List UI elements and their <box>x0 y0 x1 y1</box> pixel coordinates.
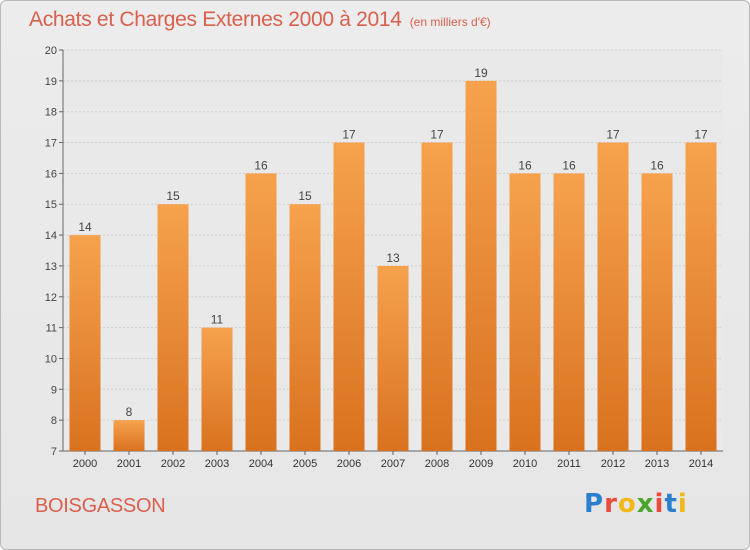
logo-letter: t <box>664 489 678 519</box>
x-tick-label-2005: 2005 <box>293 458 317 470</box>
proxiti-logo[interactable]: Proxiti <box>584 489 688 519</box>
x-tick-label-2002: 2002 <box>161 458 185 470</box>
x-tick-label-2006: 2006 <box>337 458 361 470</box>
logo-letter: o <box>617 489 637 519</box>
value-label-2000: 14 <box>78 220 92 234</box>
y-tick-label: 18 <box>45 107 57 119</box>
value-label-2006: 17 <box>342 128 356 142</box>
value-label-2014: 17 <box>694 128 708 142</box>
x-tick-label-2010: 2010 <box>513 458 537 470</box>
value-label-2009: 19 <box>474 66 488 80</box>
y-tick-label: 11 <box>46 323 57 335</box>
x-tick-label-2001: 2001 <box>117 458 141 470</box>
y-tick-label: 19 <box>45 76 57 88</box>
chart-title: Achats et Charges Externes 2000 à 2014 <box>29 8 402 31</box>
y-tick-label: 9 <box>51 384 57 396</box>
bar-2013 <box>641 173 673 451</box>
y-tick-label: 14 <box>45 230 57 242</box>
bar-2010 <box>509 173 541 451</box>
y-tick-label: 10 <box>45 353 57 365</box>
x-tick-label-2012: 2012 <box>601 458 625 470</box>
y-tick-label: 16 <box>45 168 57 180</box>
bar-2003 <box>201 327 233 451</box>
x-tick-label-2008: 2008 <box>425 458 449 470</box>
commune-name: BOISGASSON <box>35 495 166 517</box>
label-layer: 14 8 15 11 16 15 17 13 17 19 16 16 17 16 17 <box>78 66 708 419</box>
value-label-2003: 11 <box>211 313 224 327</box>
x-tick-label-2000: 2000 <box>73 458 97 470</box>
chart-subtitle: (en milliers d'€) <box>409 15 491 29</box>
value-label-2002: 15 <box>166 189 180 203</box>
x-tick-label-2007: 2007 <box>381 458 405 470</box>
logo-letter: x <box>636 489 655 519</box>
y-tick-label: 17 <box>45 138 57 150</box>
bar-2002 <box>157 204 189 451</box>
value-label-2008: 17 <box>430 128 444 142</box>
x-tick-label-2013: 2013 <box>645 458 669 470</box>
chart-title-block: Achats et Charges Externes 2000 à 2014 (e… <box>29 8 491 32</box>
x-tick-label-2009: 2009 <box>469 458 493 470</box>
value-label-2001: 8 <box>126 405 133 419</box>
y-tick-label: 8 <box>51 415 57 427</box>
bar-2012 <box>597 142 629 452</box>
bar-2000 <box>69 235 101 451</box>
bar-2005 <box>289 204 321 451</box>
value-label-2013: 16 <box>650 158 664 172</box>
logo-letter: i <box>677 489 688 519</box>
logo-letter: P <box>584 489 605 519</box>
bar-2008 <box>421 142 453 452</box>
y-tick-label: 13 <box>45 261 57 273</box>
y-tick-label: 7 <box>51 446 57 458</box>
bar-2009 <box>465 80 497 451</box>
x-tick-label-2004: 2004 <box>249 458 273 470</box>
value-label-2011: 16 <box>562 158 576 172</box>
bar-2007 <box>377 265 409 451</box>
bar-2014 <box>685 142 717 452</box>
logo-letter: i <box>654 489 665 519</box>
bar-layer <box>69 80 717 452</box>
x-tick-label-2011: 2011 <box>557 458 581 470</box>
logo-letter: r <box>604 489 618 519</box>
value-label-2004: 16 <box>254 158 268 172</box>
y-tick-label: 15 <box>45 199 57 211</box>
value-label-2005: 15 <box>298 189 312 203</box>
y-tick-label: 20 <box>45 45 57 57</box>
value-label-2012: 17 <box>606 128 620 142</box>
value-label-2010: 16 <box>518 158 532 172</box>
bar-2001 <box>113 420 145 451</box>
x-tick-label-2014: 2014 <box>689 458 713 470</box>
bar-2006 <box>333 142 365 452</box>
bar-2004 <box>245 173 277 451</box>
x-tick-label-2003: 2003 <box>205 458 229 470</box>
value-label-2007: 13 <box>386 251 400 265</box>
bar-2011 <box>553 173 585 451</box>
y-tick-label: 12 <box>45 292 57 304</box>
